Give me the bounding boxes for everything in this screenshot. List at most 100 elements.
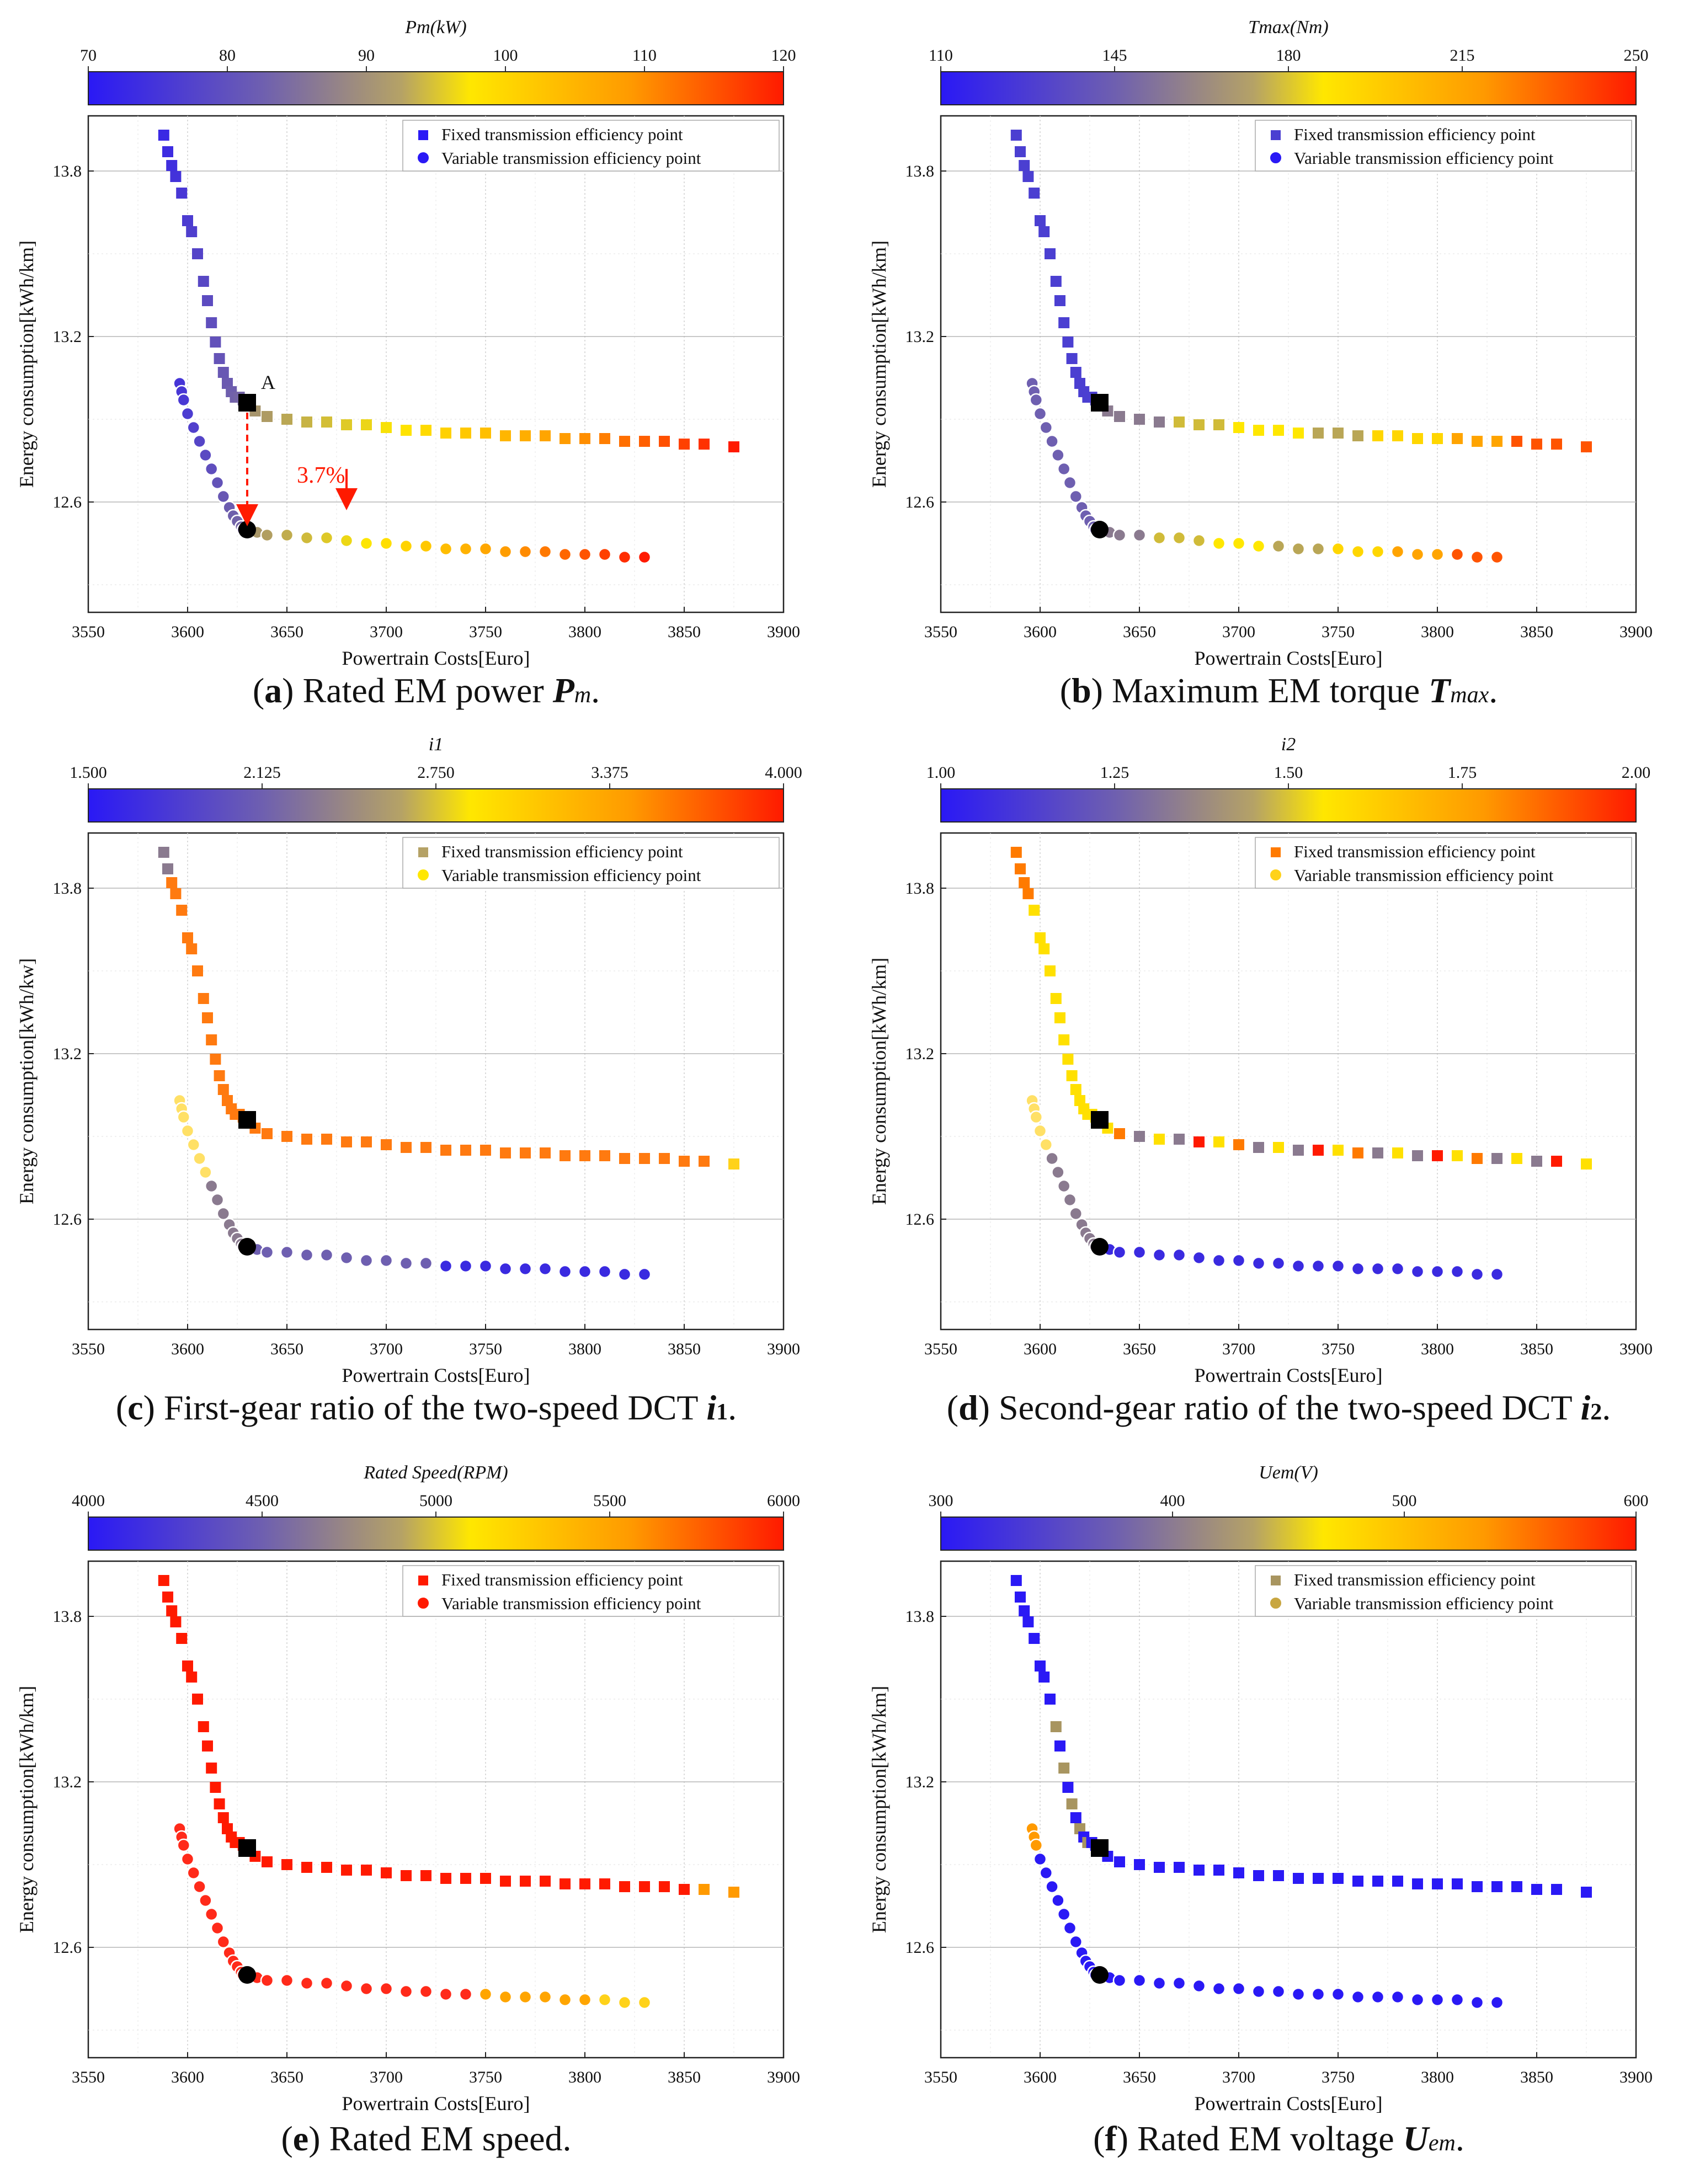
y-tick-label: 13.2 (53, 328, 82, 346)
x-tick-label: 3700 (1222, 1340, 1255, 1358)
fixed-point (480, 1145, 491, 1156)
fixed-point (500, 1147, 511, 1158)
fixed-point (301, 1862, 312, 1873)
legend (1255, 1565, 1632, 1617)
variable-point (1033, 1124, 1047, 1138)
fixed-point (1372, 430, 1383, 441)
variable-point (558, 1993, 572, 2007)
fixed-point (158, 847, 169, 858)
caption-symbol: i (1580, 1388, 1591, 1427)
caption-letter: d (958, 1388, 978, 1427)
fixed-point (1213, 419, 1224, 430)
fixed-point (599, 433, 610, 444)
variable-point (1132, 1973, 1147, 1988)
x-tick-label: 3750 (469, 623, 502, 641)
variable-point (1212, 1982, 1226, 1996)
colorbar-tick: 120 (771, 46, 796, 65)
y-tick-label: 13.8 (53, 1608, 82, 1626)
colorbar-tick: 2.750 (417, 763, 455, 782)
variable-point (180, 1852, 195, 1866)
fixed-point (202, 295, 213, 306)
variable-point (1212, 536, 1226, 551)
legend-variable-label: Variable transmission efficiency point (441, 866, 701, 885)
y-tick-label: 12.6 (905, 1939, 935, 1957)
fixed-point (192, 248, 203, 259)
fixed-point (460, 1873, 471, 1884)
x-axis-label: Powertrain Costs[Euro] (1195, 647, 1383, 669)
variable-point (1470, 1267, 1484, 1281)
legend-variable-marker (417, 151, 430, 164)
y-tick-label: 13.2 (905, 1773, 935, 1791)
caption-subscript: em (1428, 2130, 1456, 2156)
variable-point (1112, 528, 1127, 542)
variable-point (518, 1990, 532, 2004)
variable-point (1490, 1267, 1504, 1281)
fixed-point (1432, 433, 1443, 444)
variable-point (1039, 420, 1053, 435)
panel-a: Pm(kW) 70 80 90 100 110 120 3550 3600 3650 3700 375… (15, 17, 800, 669)
caption-e: (e) Rated EM speed. (281, 2119, 572, 2158)
fixed-point (217, 1084, 229, 1095)
colorbar-tick: 180 (1276, 46, 1301, 65)
variable-point (538, 1262, 552, 1276)
fixed-point (639, 436, 650, 447)
fixed-point (186, 943, 198, 954)
variable-point (1251, 1256, 1266, 1270)
variable-point (439, 1987, 453, 2001)
variable-point (558, 1264, 572, 1279)
fixed-point (1066, 1070, 1078, 1081)
x-tick-label: 3750 (469, 1340, 502, 1358)
variable-point (538, 544, 552, 559)
variable-point (319, 1976, 334, 1990)
fixed-point (1333, 1873, 1344, 1884)
fixed-point (540, 1147, 551, 1158)
colorbar-tick: 300 (929, 1492, 953, 1510)
fixed-highlight-point (238, 394, 256, 412)
legend-fixed-marker (418, 1576, 428, 1585)
variable-point (419, 539, 433, 553)
x-tick-label: 3800 (1421, 1340, 1454, 1358)
y-tick-label: 13.2 (53, 1773, 82, 1791)
legend-variable-label: Variable transmission efficiency point (1294, 866, 1554, 885)
colorbar-tick: 4500 (246, 1492, 279, 1510)
variable-point (319, 1248, 334, 1262)
x-tick-label: 3650 (270, 623, 303, 641)
fixed-point (1392, 1147, 1403, 1158)
variable-point (598, 547, 612, 562)
variable-point (617, 550, 632, 564)
variable-point (1371, 1262, 1385, 1276)
y-tick-label: 12.6 (905, 493, 935, 511)
fixed-point (214, 1798, 225, 1809)
colorbar-title: Uem(V) (1259, 1462, 1318, 1483)
fixed-point (301, 416, 312, 428)
fixed-point (361, 1865, 372, 1876)
x-tick-label: 3750 (1322, 623, 1355, 641)
variable-point (300, 1976, 314, 1990)
colorbar (940, 71, 1637, 105)
x-tick-label: 3650 (1123, 1340, 1156, 1358)
variable-point (210, 1921, 225, 1935)
variable-point (339, 533, 354, 548)
fixed-point (560, 1878, 571, 1889)
fixed-point (1154, 416, 1165, 428)
variable-point (1132, 528, 1147, 542)
legend-variable-marker (1269, 1596, 1282, 1610)
x-tick-label: 3900 (767, 623, 800, 641)
variable-point (1232, 1253, 1246, 1268)
variable-point (1152, 1248, 1166, 1262)
fixed-point (1233, 422, 1244, 433)
variable-point (177, 1110, 191, 1124)
colorbar-tick: 1.25 (1100, 763, 1129, 782)
fixed-point (176, 905, 188, 916)
legend-variable-marker (1269, 868, 1282, 882)
fixed-point (321, 416, 332, 428)
fixed-highlight-point (238, 1839, 256, 1857)
variable-point (1029, 1110, 1043, 1124)
variable-point (1057, 1907, 1071, 1921)
fixed-point (1432, 1878, 1443, 1889)
variable-point (1192, 1979, 1206, 1993)
caption-end: . (591, 671, 600, 710)
fixed-point (381, 422, 392, 433)
fixed-point (206, 1763, 217, 1774)
fixed-point (1581, 1887, 1592, 1898)
